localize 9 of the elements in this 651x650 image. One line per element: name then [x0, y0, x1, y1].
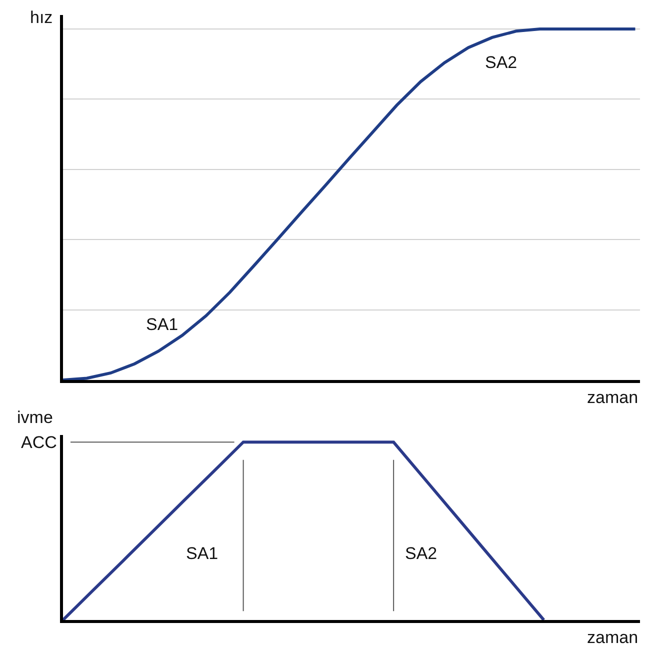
annotation: SA2	[485, 53, 518, 72]
x-axis-title: zaman	[587, 628, 638, 647]
y-axis-title: hız	[30, 8, 53, 27]
annotation: SA1	[186, 544, 218, 563]
x-axis-title: zaman	[587, 388, 638, 407]
y-axis-title: ivme	[17, 408, 53, 427]
annotation: SA2	[405, 544, 438, 563]
annotation: SA1	[146, 315, 178, 334]
ref-line-label: ACC	[21, 433, 57, 452]
